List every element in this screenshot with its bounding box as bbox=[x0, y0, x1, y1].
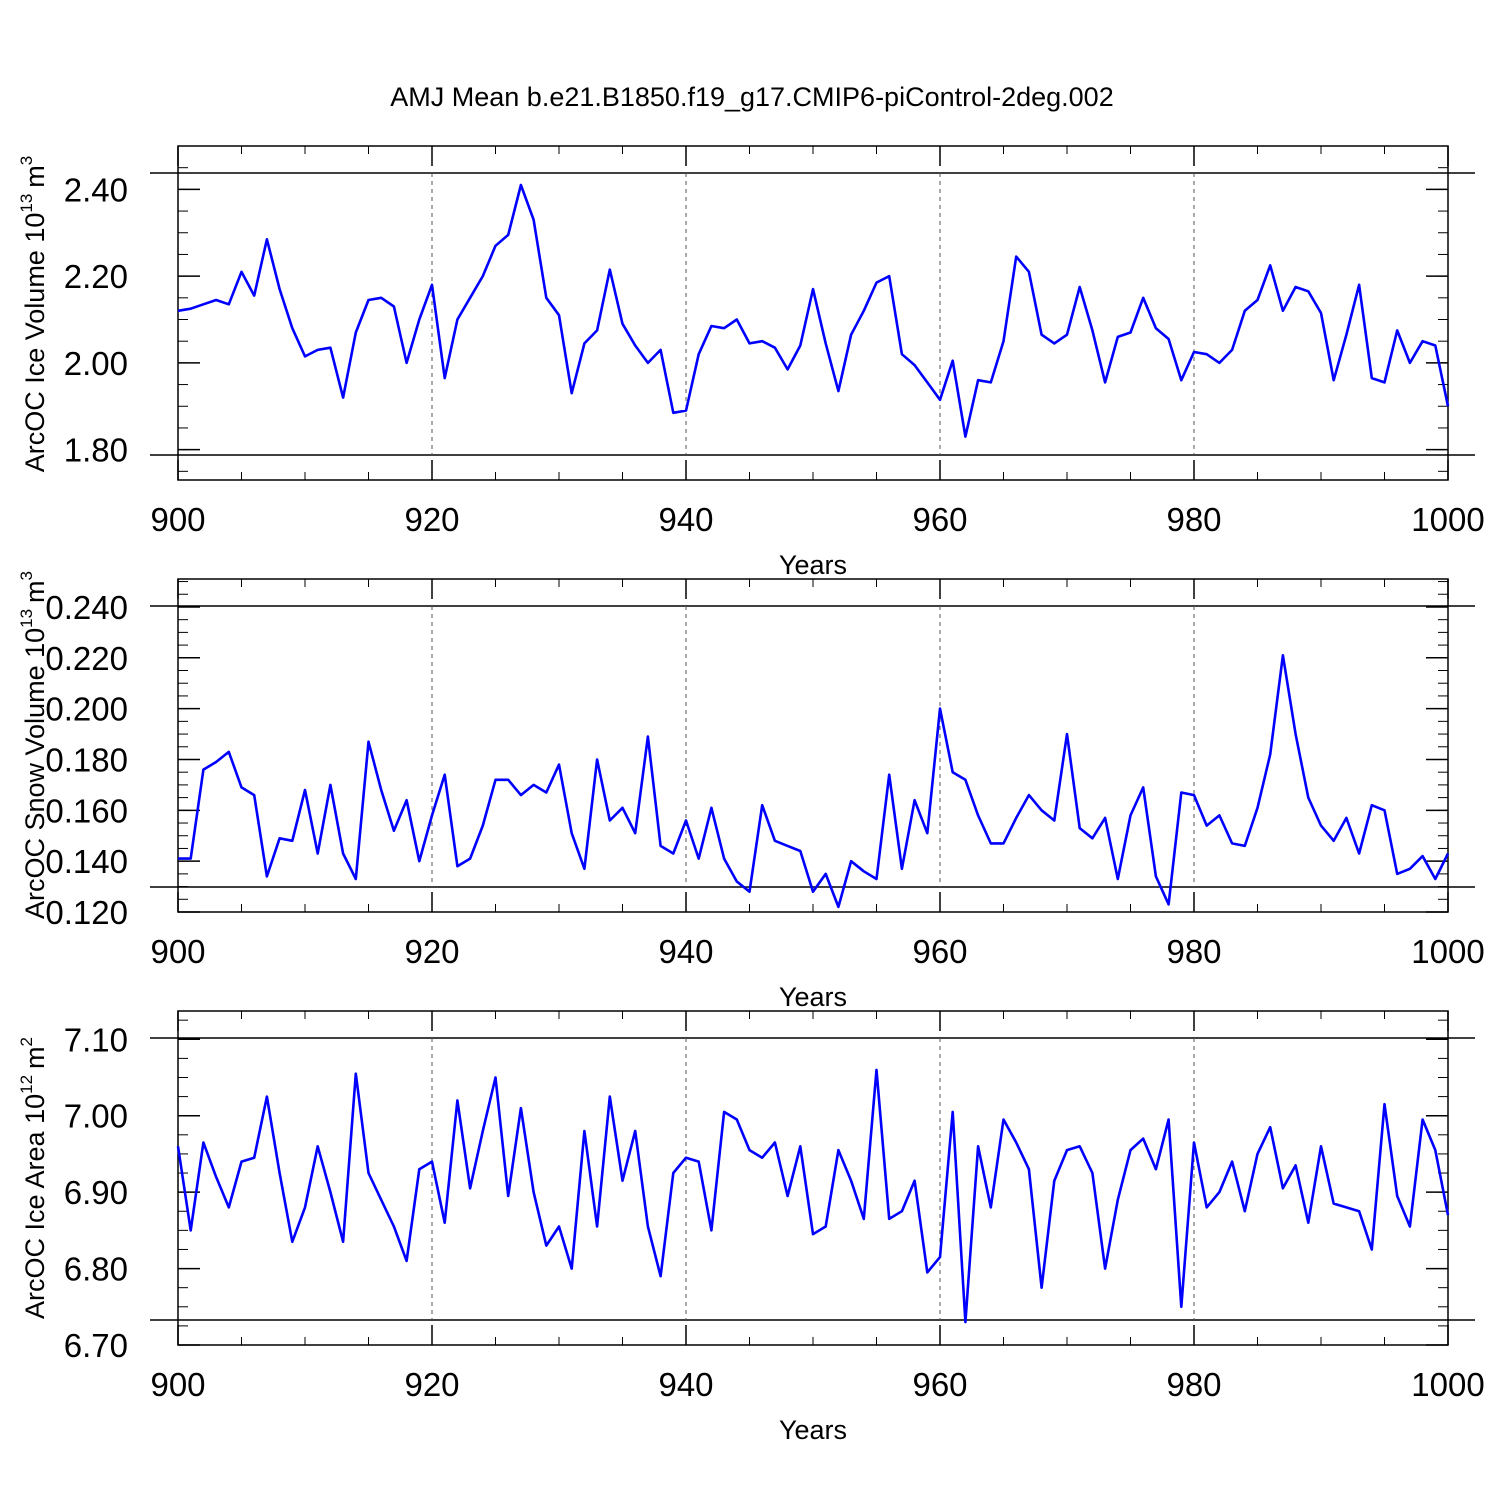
x-tick-label: 1000 bbox=[1411, 933, 1484, 970]
panel-1: 900 920 940 960 980 1000 1.80 2.00 2.20 2.40 Years… bbox=[17, 145, 1485, 580]
y-tick-label: 0.120 bbox=[45, 894, 128, 931]
series-line bbox=[176, 1068, 1450, 1324]
y-axis-label: ArcOC Ice Volume 1013 m3 bbox=[17, 156, 50, 473]
x-tick-label: 980 bbox=[1166, 1366, 1221, 1403]
x-tick-label: 940 bbox=[658, 1366, 713, 1403]
y-axis-label-text: ArcOC Ice Area 10 bbox=[20, 1094, 50, 1319]
x-axis-label: Years bbox=[779, 982, 847, 1012]
y-axis-label-exponent: 12 bbox=[17, 1075, 36, 1094]
y-axis-label-text: ArcOC Ice Volume 10 bbox=[20, 213, 50, 473]
x-tick-label: 980 bbox=[1166, 501, 1221, 538]
x-tick-label: 1000 bbox=[1411, 1366, 1484, 1403]
y-axis-label-unit-exponent: 2 bbox=[17, 1037, 36, 1046]
series-line bbox=[178, 653, 1450, 909]
panels: 900 920 940 960 980 1000 1.80 2.00 2.20 2.40 Years… bbox=[17, 145, 1485, 1445]
y-tick-label: 1.80 bbox=[64, 432, 128, 469]
y-axis-label-unit-exponent: 3 bbox=[17, 571, 36, 580]
y-tick-label: 0.180 bbox=[45, 741, 128, 778]
y-axis-label-exponent: 13 bbox=[17, 194, 36, 213]
y-axis-label-unit: m bbox=[20, 165, 50, 188]
x-axis-label: Years bbox=[779, 550, 847, 580]
y-axis-label-unit-exponent: 3 bbox=[17, 156, 36, 165]
panel-2: 900 920 940 960 980 1000 0.120 0.140 0.160 0.180 0… bbox=[17, 571, 1485, 1012]
x-tick-label: 920 bbox=[404, 501, 459, 538]
plot-frame bbox=[177, 1010, 1449, 1346]
y-axis-label-unit: m bbox=[20, 580, 50, 603]
x-tick-label: 1000 bbox=[1411, 501, 1484, 538]
panel-3: 900 920 940 960 980 1000 6.70 6.80 6.90 7.00 7.10 Y… bbox=[17, 1010, 1485, 1445]
y-tick-label: 6.80 bbox=[64, 1251, 128, 1288]
y-tick-label: 6.90 bbox=[64, 1174, 128, 1211]
y-tick-label: 6.70 bbox=[64, 1327, 128, 1364]
y-axis-label-text: ArcOC Snow Volume 10 bbox=[20, 628, 50, 919]
y-tick-label: 7.10 bbox=[64, 1021, 128, 1058]
y-tick-label: 0.220 bbox=[45, 640, 128, 677]
x-tick-label: 960 bbox=[912, 1366, 967, 1403]
x-tick-label: 940 bbox=[658, 933, 713, 970]
y-axis-label-unit: m bbox=[20, 1046, 50, 1069]
y-tick-label: 2.20 bbox=[64, 258, 128, 295]
x-tick-label: 920 bbox=[404, 933, 459, 970]
y-axis-label: ArcOC Ice Area 1012 m2 bbox=[17, 1037, 50, 1319]
y-axis-label: ArcOC Snow Volume 1013 m3 bbox=[17, 571, 50, 919]
x-tick-label: 900 bbox=[150, 933, 205, 970]
y-axis-label-exponent: 13 bbox=[17, 609, 36, 628]
y-tick-label: 7.00 bbox=[64, 1098, 128, 1135]
y-tick-label: 2.40 bbox=[64, 171, 128, 208]
figure-title: AMJ Mean b.e21.B1850.f19_g17.CMIP6-piCon… bbox=[390, 82, 1113, 112]
y-tick-label: 0.200 bbox=[45, 691, 128, 728]
y-tick-label: 0.140 bbox=[45, 843, 128, 880]
plot-frame bbox=[177, 145, 1449, 481]
x-axis-label: Years bbox=[779, 1415, 847, 1445]
x-tick-label: 900 bbox=[150, 501, 205, 538]
y-tick-label: 0.240 bbox=[45, 589, 128, 626]
y-tick-label: 0.160 bbox=[45, 792, 128, 829]
y-tick-label: 2.00 bbox=[64, 345, 128, 382]
x-tick-label: 920 bbox=[404, 1366, 459, 1403]
x-tick-label: 960 bbox=[912, 933, 967, 970]
x-tick-label: 900 bbox=[150, 1366, 205, 1403]
series-line bbox=[177, 183, 1450, 438]
x-tick-label: 980 bbox=[1166, 933, 1221, 970]
x-tick-label: 940 bbox=[658, 501, 713, 538]
x-tick-label: 960 bbox=[912, 501, 967, 538]
